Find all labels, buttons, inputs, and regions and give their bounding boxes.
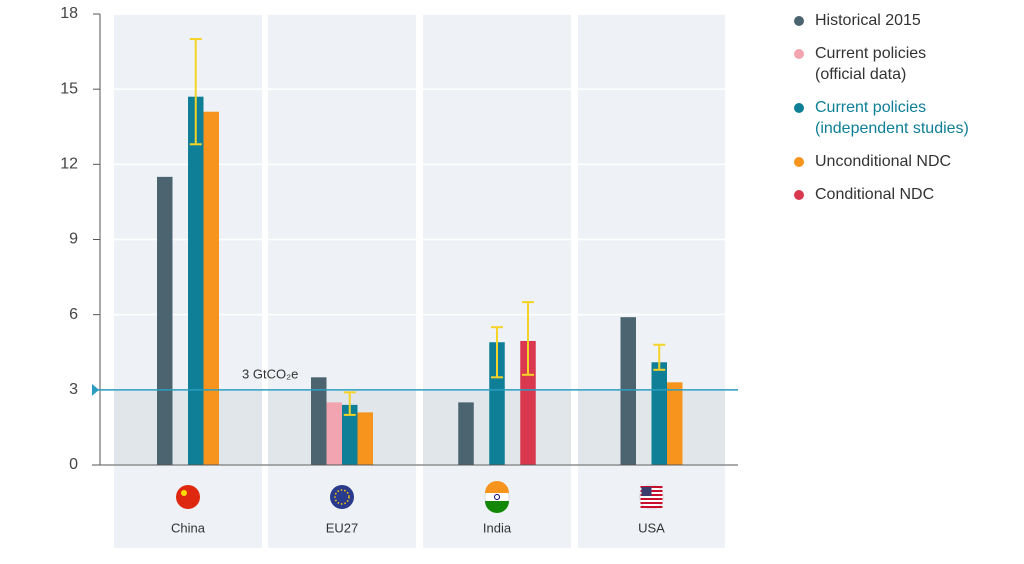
- error-bar: [522, 301, 534, 376]
- flag-wheel: [494, 494, 500, 500]
- flag-icon: [330, 485, 354, 509]
- bar: [342, 404, 358, 465]
- bar: [620, 317, 636, 465]
- y-tick-label: 15: [60, 80, 78, 97]
- bar: [203, 111, 219, 465]
- error-bar: [653, 343, 666, 371]
- legend-label: Conditional NDC: [815, 186, 934, 203]
- legend-label: Unconditional NDC: [815, 153, 951, 170]
- bar: [651, 362, 667, 465]
- y-tick-label: 6: [69, 306, 78, 323]
- bar: [667, 382, 683, 465]
- y-tick-label: 3: [69, 381, 78, 398]
- flag: [330, 485, 354, 509]
- flag-stars: [334, 489, 350, 505]
- flag-band: [485, 481, 509, 493]
- x-tick-label: China: [171, 520, 206, 535]
- x-tick-label: EU27: [326, 520, 359, 535]
- legend-marker: [794, 103, 804, 113]
- flag-stripe: [640, 506, 663, 508]
- y-tick-label: 12: [60, 156, 78, 173]
- legend-label: Historical 2015: [815, 12, 921, 29]
- bar: [311, 377, 327, 465]
- error-bar: [343, 391, 356, 416]
- panel: [268, 14, 416, 548]
- bar: [326, 402, 342, 465]
- bar: [458, 402, 474, 465]
- x-tick-label: USA: [638, 520, 665, 535]
- reference-label: 3 GtCO₂e: [242, 366, 298, 381]
- y-tick-label: 18: [60, 5, 78, 22]
- flag-icon: [639, 484, 664, 510]
- flag-canton: [641, 487, 652, 496]
- legend-marker: [794, 157, 804, 167]
- x-tick-label: India: [483, 520, 512, 535]
- bar: [489, 342, 505, 465]
- panel: [578, 14, 725, 548]
- y-tick-label: 0: [69, 456, 78, 473]
- bar: [157, 176, 173, 465]
- flag-star: [181, 490, 187, 496]
- legend-marker: [794, 190, 804, 200]
- bar: [520, 340, 536, 465]
- error-bar: [491, 326, 503, 379]
- legend-marker: [794, 49, 804, 59]
- flag-icon: [176, 485, 200, 509]
- panel: [423, 14, 571, 548]
- flag-stripe: [640, 498, 663, 500]
- legend-label: Current policies (independent studies): [815, 99, 969, 137]
- legend-label: Current policies (official data): [815, 45, 926, 83]
- bar: [357, 412, 373, 465]
- y-tick-label: 9: [69, 231, 78, 248]
- flag-stripe: [640, 502, 663, 504]
- bar: [188, 96, 204, 465]
- legend-marker: [794, 16, 804, 26]
- flag-band: [485, 501, 509, 513]
- flag-icon: [484, 481, 510, 513]
- reference-marker: [92, 383, 99, 396]
- error-bar: [189, 38, 202, 146]
- flag: [176, 485, 200, 509]
